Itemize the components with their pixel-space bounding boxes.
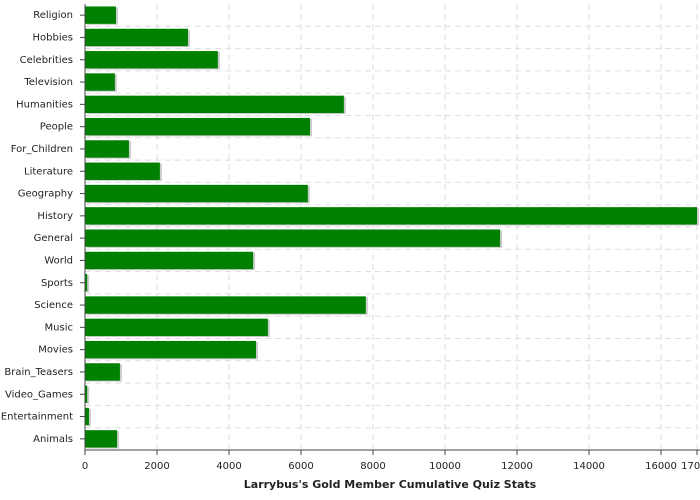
x-tick-label: 14000	[573, 461, 605, 472]
y-tick-label: For_Children	[11, 144, 73, 155]
y-tick-label: Celebrities	[20, 55, 73, 66]
bar	[85, 274, 88, 292]
y-tick-label: General	[34, 233, 73, 244]
bar-shadow	[87, 386, 90, 404]
bar	[85, 184, 308, 203]
bar-shadow	[87, 408, 91, 427]
y-tick-label: Video_Games	[5, 389, 73, 400]
x-tick-label: 12000	[501, 461, 533, 472]
bar	[85, 363, 120, 381]
y-tick-label: Television	[23, 77, 73, 88]
x-tick-label: 6000	[288, 461, 313, 472]
bar-shadow	[87, 275, 90, 293]
bar	[85, 73, 115, 91]
y-tick-label: History	[37, 211, 73, 222]
bar	[85, 207, 697, 225]
bar	[85, 140, 129, 158]
y-tick-label: Entertainment	[1, 412, 73, 423]
y-tick-label: World	[44, 255, 73, 266]
bar	[85, 95, 344, 114]
x-tick-label: 4000	[216, 461, 241, 472]
bar	[85, 430, 118, 448]
y-tick-label: Animals	[33, 434, 73, 445]
bar	[85, 229, 501, 247]
y-tick-label: Religion	[33, 10, 73, 21]
x-tick-label: 10000	[429, 461, 461, 472]
y-tick-label: People	[40, 122, 73, 133]
bar	[85, 51, 218, 69]
bar	[85, 6, 116, 24]
y-tick-label: Hobbies	[33, 32, 73, 43]
bar	[85, 340, 256, 359]
y-tick-label: Science	[34, 300, 73, 311]
bar	[85, 251, 254, 270]
bar	[85, 318, 268, 337]
chart-title: Larrybus's Gold Member Cumulative Quiz S…	[244, 478, 537, 491]
x-tick-label: 17000	[681, 461, 700, 472]
y-tick-label: Literature	[24, 166, 73, 177]
y-tick-label: Humanities	[16, 99, 73, 110]
y-tick-label: Geography	[18, 189, 73, 200]
bar	[85, 28, 188, 47]
bar	[85, 385, 88, 403]
x-tick-label: 8000	[360, 461, 385, 472]
y-tick-label: Sports	[41, 278, 73, 289]
y-tick-label: Brain_Teasers	[4, 367, 73, 378]
bar	[85, 296, 366, 314]
bar	[85, 117, 310, 136]
x-tick-label: 0	[82, 461, 88, 472]
bar	[85, 162, 160, 180]
y-tick-label: Movies	[38, 345, 73, 356]
bar	[85, 407, 89, 426]
x-tick-label: 16000	[645, 461, 677, 472]
y-tick-label: Music	[45, 322, 73, 333]
x-tick-label: 2000	[144, 461, 169, 472]
